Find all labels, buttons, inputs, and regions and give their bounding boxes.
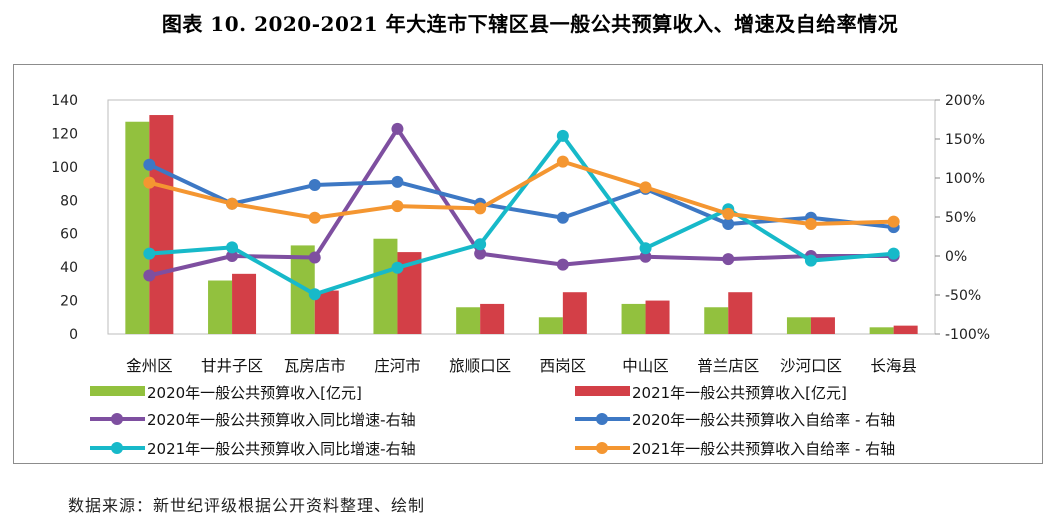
right-tick-label: -100%: [945, 327, 990, 343]
bar-2021-income: [728, 292, 753, 334]
bar-2020-income: [456, 307, 481, 334]
left-tick-label: 140: [51, 93, 78, 109]
right-tick-label: 100%: [945, 171, 985, 187]
line-2021-self-sufficiency-point: [887, 215, 900, 228]
line-2020-self-sufficiency-point: [722, 218, 735, 231]
bar-2020-income: [786, 317, 811, 334]
legend-marker: [596, 413, 608, 425]
bar-2020-income: [373, 238, 398, 334]
legend-label: 2021年一般公共预算收入自给率 - 右轴: [632, 440, 895, 458]
legend-marker: [596, 442, 608, 454]
line-2020-growth-point: [722, 253, 735, 266]
line-2021-self-sufficiency-point: [722, 207, 735, 220]
category-label: 长海县: [870, 357, 917, 375]
chart-title: 图表 10. 2020-2021 年大连市下辖区县一般公共预算收入、增速及自给率…: [161, 12, 899, 36]
bar-2020-income: [538, 317, 563, 334]
line-2021-self-sufficiency-point: [391, 200, 404, 213]
line-2020-growth-point: [639, 250, 652, 263]
bar-2020-income: [869, 327, 894, 334]
bar-2020-income: [621, 303, 646, 334]
left-tick-label: 80: [60, 193, 78, 209]
bar-2020-income: [208, 280, 233, 334]
bar-2020-income: [704, 307, 729, 334]
bar-2020-income: [125, 121, 150, 334]
legend-label: 2020年一般公共预算收入[亿元]: [147, 384, 362, 402]
line-2020-self-sufficiency-point: [143, 158, 156, 171]
line-2021-growth-point: [143, 247, 156, 260]
line-2021-self-sufficiency-point: [308, 211, 321, 224]
line-2021-growth-point: [308, 288, 321, 301]
category-label: 普兰店区: [697, 357, 759, 375]
bar-2021-income: [149, 115, 174, 335]
right-tick-label: 150%: [945, 132, 985, 148]
line-2020-growth: [148, 126, 894, 278]
category-label: 甘井子区: [201, 357, 263, 375]
right-tick-label: -50%: [945, 288, 981, 304]
combo-chart: 0 20 40 60 80 100 120 140 -100% -50% 0% 50% 100% 150%…: [51, 93, 990, 458]
bar-2021-income: [232, 273, 257, 334]
line-2021-growth-point: [474, 238, 487, 251]
line-2020-self-sufficiency: [148, 162, 894, 230]
line-2021-self-sufficiency-point: [639, 181, 652, 194]
line-2020-growth-point: [143, 269, 156, 282]
legend-label: 2020年一般公共预算收入同比增速-右轴: [147, 411, 416, 429]
line-2021-self-sufficiency-point: [804, 218, 817, 231]
line-2020-self-sufficiency-point: [391, 175, 404, 188]
bar-2021-income: [562, 292, 587, 334]
legend-label: 2021年一般公共预算收入[亿元]: [632, 384, 847, 402]
line-2021-self-sufficiency: [148, 159, 894, 227]
line-2021-self-sufficiency-point: [474, 202, 487, 215]
legend-label: 2021年一般公共预算收入同比增速-右轴: [147, 440, 416, 458]
category-label: 庄河市: [374, 357, 421, 375]
line-2021-growth-point: [556, 129, 569, 142]
line-2021-growth-point: [226, 241, 239, 254]
line-2020-growth-point: [391, 122, 404, 135]
line-2020-growth-point: [556, 258, 569, 271]
legend-swatch: [90, 386, 145, 396]
category-label: 西岗区: [540, 357, 587, 375]
left-tick-label: 100: [51, 160, 78, 176]
line-2020-growth-point: [308, 251, 321, 264]
right-tick-label: 0%: [945, 249, 967, 265]
line-2021-self-sufficiency-point: [143, 176, 156, 189]
line-2020-growth-point: [226, 250, 239, 262]
left-tick-label: 120: [51, 126, 78, 142]
line-2021-growth-point: [887, 247, 900, 260]
category-label: 沙河口区: [780, 357, 842, 375]
bar-2021-income: [645, 300, 670, 334]
line-2020-self-sufficiency-point: [556, 211, 569, 224]
left-tick-label: 60: [60, 227, 78, 243]
bar-2021-income: [810, 317, 835, 334]
legend-swatch: [575, 386, 630, 396]
line-2021-self-sufficiency-point: [556, 155, 569, 168]
legend-label: 2020年一般公共预算收入自给率 - 右轴: [632, 411, 895, 429]
line-2021-self-sufficiency-point: [226, 197, 239, 210]
category-label: 金州区: [126, 357, 173, 375]
right-tick-label: 50%: [945, 210, 976, 226]
category-label: 中山区: [622, 357, 669, 375]
line-2021-growth-point: [639, 242, 652, 255]
right-tick-label: 200%: [945, 93, 985, 109]
category-label: 旅顺口区: [449, 357, 511, 375]
left-tick-label: 0: [69, 327, 78, 343]
line-2021-growth: [149, 133, 894, 297]
legend-marker: [111, 442, 123, 454]
bar-2021-income: [480, 303, 505, 334]
left-tick-label: 40: [60, 260, 78, 276]
bar-2021-income: [893, 325, 918, 334]
line-2021-growth-point: [804, 254, 817, 267]
legend-marker: [111, 413, 123, 425]
line-2020-growth-point: [474, 247, 487, 260]
category-label: 瓦房店市: [284, 357, 346, 375]
line-2021-growth-point: [391, 261, 404, 274]
line-2020-self-sufficiency-point: [308, 179, 321, 192]
chart-frame: [13, 64, 1043, 464]
left-tick-label: 20: [60, 294, 78, 310]
source-note: 数据来源：新世纪评级根据公开资料整理、绘制: [68, 496, 426, 515]
